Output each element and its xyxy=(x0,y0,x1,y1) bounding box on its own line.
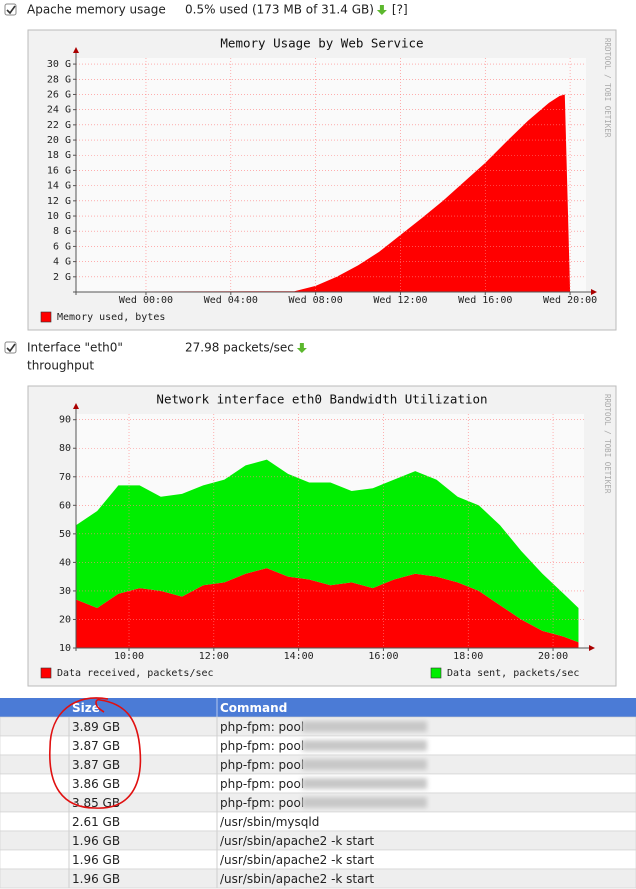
monitor-label: Apache memory usage xyxy=(27,3,166,17)
chart-title: Memory Usage by Web Service xyxy=(220,36,423,51)
x-tick-label: Wed 00:00 xyxy=(119,295,173,306)
table-cell: /usr/sbin/apache2 -k start xyxy=(220,853,374,867)
legend-label: Data received, packets/sec xyxy=(57,668,214,679)
y-tick-label: 22 G xyxy=(47,120,71,131)
blurred-text xyxy=(302,740,427,751)
table-cell: php-fpm: pool xyxy=(220,777,304,791)
y-tick-label: 2 G xyxy=(53,272,71,283)
x-tick-label: Wed 04:00 xyxy=(204,295,258,306)
x-tick-label: 12:00 xyxy=(199,651,229,662)
y-tick-label: 70 xyxy=(59,472,71,483)
y-tick-label: 24 G xyxy=(47,105,71,116)
header-cell: Size xyxy=(72,701,100,715)
y-tick-label: 12 G xyxy=(47,196,71,207)
y-tick-label: 20 xyxy=(59,614,71,625)
trend-arrow xyxy=(296,343,307,353)
table-cell: 3.86 GB xyxy=(72,777,120,791)
y-tick-label: 20 G xyxy=(47,135,71,146)
x-tick-label: Wed 16:00 xyxy=(458,295,512,306)
table-header xyxy=(0,698,636,717)
legend-label: Data sent, packets/sec xyxy=(447,668,579,679)
y-tick-label: 10 xyxy=(59,643,71,654)
table-cell: 1.96 GB xyxy=(72,834,120,848)
side-label: RRDTOOL / TOBI OETIKER xyxy=(603,394,612,494)
y-tick-label: 18 G xyxy=(47,150,71,161)
legend-swatch xyxy=(430,667,442,679)
table-cell: php-fpm: pool xyxy=(220,739,304,753)
table-cell: 2.61 GB xyxy=(72,815,120,829)
y-tick-label: 30 xyxy=(59,586,71,597)
check-mark xyxy=(6,343,16,353)
check-mark xyxy=(6,5,16,15)
x-tick-label: Wed 08:00 xyxy=(289,295,343,306)
legend-swatch xyxy=(40,311,52,323)
legend-label: Memory used, bytes xyxy=(57,312,165,323)
table-cell: /usr/sbin/apache2 -k start xyxy=(220,872,374,886)
x-tick-label: Wed 12:00 xyxy=(373,295,427,306)
table-cell: php-fpm: pool xyxy=(220,720,304,734)
axis-arrow xyxy=(73,403,79,409)
table-cell: /usr/sbin/mysqld xyxy=(220,815,319,829)
area xyxy=(76,94,571,292)
chart-title: Network interface eth0 Bandwidth Utiliza… xyxy=(156,392,487,407)
hand-drawn-circle xyxy=(49,697,142,809)
area xyxy=(76,459,579,643)
table-row xyxy=(0,868,636,889)
y-tick-label: 28 G xyxy=(47,74,71,85)
y-tick-label: 8 G xyxy=(53,226,71,237)
y-tick-label: 16 G xyxy=(47,165,71,176)
checkbox[interactable] xyxy=(4,341,17,354)
y-tick-label: 6 G xyxy=(53,241,71,252)
y-tick-label: 4 G xyxy=(53,257,71,268)
x-tick-label: 10:00 xyxy=(114,651,144,662)
table-cell: /usr/sbin/apache2 -k start xyxy=(220,834,374,848)
table-cell: 1.96 GB xyxy=(72,872,120,886)
y-tick-label: 40 xyxy=(59,557,71,568)
x-tick-label: 14:00 xyxy=(284,651,314,662)
y-tick-label: 50 xyxy=(59,529,71,540)
monitor-label: Interface "eth0" xyxy=(27,341,123,355)
side-label: RRDTOOL / TOBI OETIKER xyxy=(603,38,612,138)
blurred-text xyxy=(302,721,427,732)
blurred-text xyxy=(302,797,427,808)
axis-arrow xyxy=(73,47,79,53)
monitor-status: 27.98 packets/sec xyxy=(185,341,294,355)
x-tick-label: 16:00 xyxy=(368,651,398,662)
help-link[interactable]: [?] xyxy=(392,3,408,17)
y-tick-label: 10 G xyxy=(47,211,71,222)
table-cell: 3.87 GB xyxy=(72,739,120,753)
y-tick-label: 14 G xyxy=(47,181,71,192)
axis-arrow xyxy=(591,289,597,295)
monitor-label: throughput xyxy=(27,359,94,373)
blurred-text xyxy=(302,778,427,789)
table-cell: php-fpm: pool xyxy=(220,796,304,810)
y-tick-label: 26 G xyxy=(47,89,71,100)
axis-arrow xyxy=(589,645,595,651)
legend-swatch xyxy=(40,667,52,679)
table-cell: php-fpm: pool xyxy=(220,758,304,772)
x-tick-label: 18:00 xyxy=(453,651,483,662)
area xyxy=(76,568,579,648)
y-tick-label: 30 G xyxy=(47,59,71,70)
x-tick-label: Wed 20:00 xyxy=(543,295,597,306)
table-cell: 3.87 GB xyxy=(72,758,120,772)
x-tick-label: 20:00 xyxy=(538,651,568,662)
header-cell: Command xyxy=(220,701,287,715)
checkbox[interactable] xyxy=(4,3,17,16)
table-cell: 1.96 GB xyxy=(72,853,120,867)
y-tick-label: 80 xyxy=(59,443,71,454)
table-cell: 3.89 GB xyxy=(72,720,120,734)
y-tick-label: 90 xyxy=(59,415,71,426)
trend-arrow xyxy=(376,5,387,15)
y-tick-label: 60 xyxy=(59,500,71,511)
blurred-text xyxy=(302,759,427,770)
monitor-status: 0.5% used (173 MB of 31.4 GB) xyxy=(185,3,374,17)
